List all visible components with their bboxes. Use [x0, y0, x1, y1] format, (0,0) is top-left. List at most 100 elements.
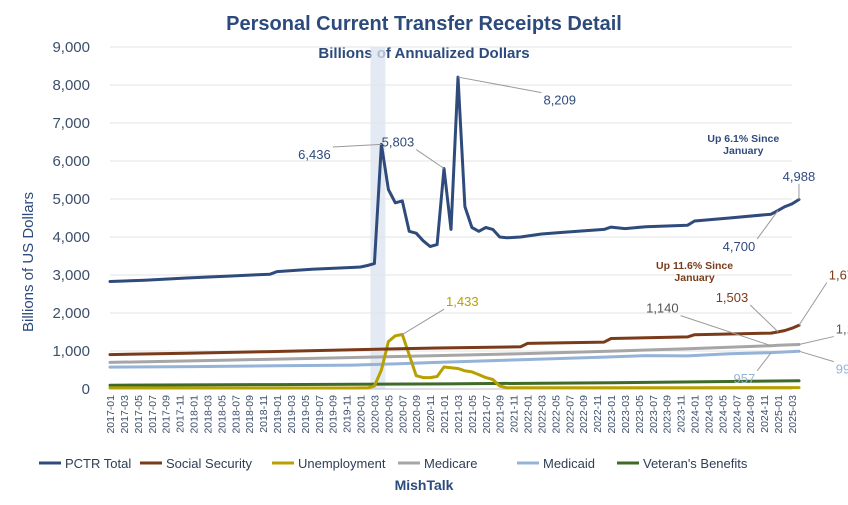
annotation-leader	[798, 336, 834, 346]
annotation-label: 957	[734, 371, 756, 386]
y-tick-label: 2,000	[52, 305, 90, 322]
chart-title: Personal Current Transfer Receipts Detai…	[226, 13, 622, 35]
annotation-leader	[332, 143, 382, 148]
note-line: Up 6.1% Since	[707, 133, 779, 145]
y-tick-label: 6,000	[52, 153, 90, 170]
y-tick-label: 1,000	[52, 343, 90, 360]
x-tick-label: 2019-05	[300, 395, 312, 434]
annotation-leader	[415, 149, 445, 169]
x-tick-label: 2023-11	[676, 395, 688, 433]
annotation-leader	[756, 210, 779, 240]
annotation-label: 6,436	[298, 147, 331, 162]
x-tick-label: 2023-09	[662, 395, 674, 434]
x-tick-label: 2018-03	[202, 395, 214, 434]
x-tick-label: 2018-01	[189, 395, 201, 434]
x-tick-label: 2022-09	[578, 395, 590, 434]
legend-label: Veteran's Benefits	[643, 456, 748, 471]
x-tick-label: 2017-09	[161, 395, 173, 434]
annotation-label: 995	[836, 362, 848, 377]
x-tick-label: 2020-09	[411, 395, 423, 434]
annotation-label: 8,209	[543, 93, 576, 108]
x-tick-label: 2022-11	[592, 395, 604, 433]
annotation-leader	[402, 308, 445, 335]
x-tick-label: 2022-07	[564, 395, 576, 434]
x-tick-label: 2019-11	[342, 395, 354, 433]
chart-subtitle: Billions of Annualized Dollars	[318, 45, 529, 62]
series-line-medicare	[108, 343, 801, 364]
x-tick-label: 2025-03	[787, 395, 799, 434]
x-tick-label: 2018-07	[230, 395, 242, 434]
x-tick-label: 2023-03	[620, 395, 632, 434]
x-tick-label: 2022-01	[523, 395, 535, 434]
annotation-label: 1,170	[836, 322, 848, 337]
x-tick-label: 2019-09	[328, 395, 340, 434]
x-tick-label: 2019-01	[272, 395, 284, 434]
annotation-label: 1,433	[446, 294, 479, 309]
source-label: MishTalk	[395, 477, 454, 493]
x-tick-label: 2024-01	[690, 395, 702, 434]
annotation-label: 1,140	[646, 301, 679, 316]
series-line-unemployment	[108, 333, 801, 390]
x-tick-label: 2018-09	[244, 395, 256, 434]
y-tick-label: 3,000	[52, 267, 90, 284]
series-line-veteran-s-benefits	[108, 379, 801, 387]
x-tick-label: 2021-01	[439, 395, 451, 434]
annotation-leader	[798, 282, 828, 326]
gridlines	[110, 46, 792, 390]
series-lines	[108, 75, 801, 390]
x-tick-labels: 2017-01 2017-03 2017-05 2017-07 2017-09 2017-…	[105, 395, 799, 434]
annotation-label: 5,803	[382, 135, 415, 150]
x-tick-label: 2017-05	[133, 395, 145, 434]
x-tick-label: 2017-11	[175, 395, 187, 433]
y-axis-label: Billions of US Dollars	[20, 192, 37, 332]
annotation-leader	[680, 315, 772, 347]
y-tick-label: 9,000	[52, 39, 90, 56]
note-line: Up 11.6% Since	[656, 260, 733, 272]
x-tick-label: 2021-07	[481, 395, 493, 434]
x-tick-label: 2021-05	[467, 395, 479, 434]
annotation-label: 1,677	[829, 268, 848, 283]
x-tick-label: 2020-07	[397, 395, 409, 434]
y-tick-labels: 0 1,000 2,000 3,000 4,000 5,000 6,000 7,000 8,00…	[52, 39, 90, 398]
x-tick-label: 2023-01	[606, 395, 618, 434]
note-line: January	[674, 272, 714, 284]
y-tick-label: 7,000	[52, 115, 90, 132]
x-tick-label: 2024-09	[745, 395, 757, 434]
annotation-leader	[457, 76, 542, 94]
y-tick-label: 5,000	[52, 191, 90, 208]
annotation-leader	[749, 304, 779, 333]
series-line-medicaid	[108, 349, 801, 369]
annotation-label: 4,700	[723, 239, 756, 254]
x-tick-label: 2022-05	[550, 395, 562, 434]
x-tick-label: 2020-01	[356, 395, 368, 434]
x-tick-label: 2024-11	[759, 395, 771, 433]
series-line-pctr-total	[108, 75, 801, 283]
legend-label: Medicare	[424, 456, 477, 471]
legend-label: Social Security	[166, 456, 252, 471]
x-tick-label: 2019-07	[314, 395, 326, 434]
x-tick-label: 2017-07	[147, 395, 159, 434]
legend-label: PCTR Total	[65, 456, 131, 471]
x-tick-label: 2022-03	[536, 395, 548, 434]
x-tick-label: 2018-05	[216, 395, 228, 434]
x-tick-label: 2020-11	[425, 395, 437, 433]
x-tick-label: 2018-11	[258, 395, 270, 433]
x-tick-label: 2021-11	[509, 395, 521, 433]
x-tick-label: 2017-01	[105, 395, 117, 434]
x-tick-label: 2021-03	[453, 395, 465, 434]
x-tick-label: 2024-03	[703, 395, 715, 434]
annotation-leader	[798, 350, 834, 363]
y-tick-label: 4,000	[52, 229, 90, 246]
legend-label: Medicaid	[543, 456, 595, 471]
note-line: January	[723, 145, 763, 157]
x-tick-label: 2020-03	[369, 395, 381, 434]
series-line-social-security	[108, 323, 801, 357]
x-tick-label: 2023-07	[648, 395, 660, 434]
annotation-leader	[756, 352, 772, 372]
annotations: 6,436 5,803 8,209 4,988 4,700 1,433 1,503 1,677…	[298, 76, 848, 386]
x-tick-label: 2021-09	[495, 395, 507, 434]
legend-label: Unemployment	[298, 456, 386, 471]
annotation-label: 1,503	[716, 290, 749, 305]
